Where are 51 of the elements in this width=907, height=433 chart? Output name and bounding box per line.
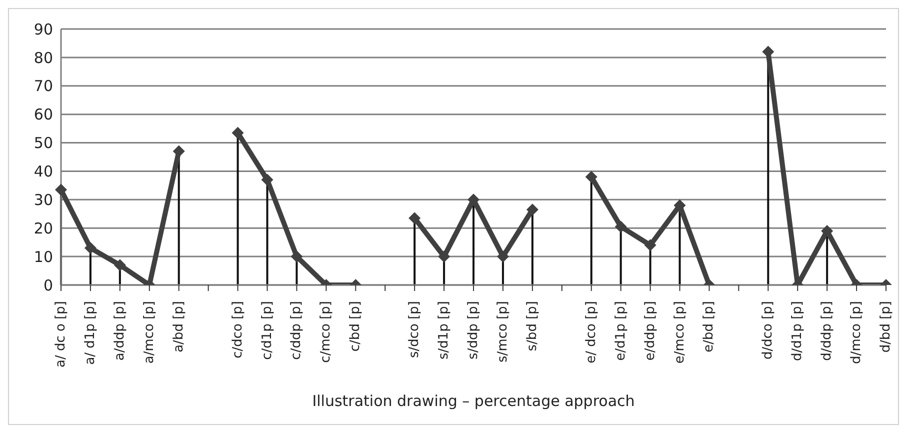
x-tick-label: d/mco [p] bbox=[849, 301, 864, 364]
y-tick-label: 0 bbox=[43, 276, 53, 294]
point bbox=[114, 259, 126, 272]
x-tick-label: e/bd [p] bbox=[702, 301, 717, 352]
x-tick-label: e/ddp [p] bbox=[642, 301, 658, 361]
x-tick-label: d/bd [p] bbox=[878, 301, 894, 353]
y-tick-label: 20 bbox=[34, 219, 53, 238]
point bbox=[172, 145, 185, 158]
point bbox=[644, 239, 656, 252]
y-tick-label: 40 bbox=[34, 162, 53, 181]
point bbox=[84, 242, 96, 254]
point bbox=[821, 224, 834, 237]
point bbox=[290, 250, 303, 263]
y-tick-label: 70 bbox=[34, 77, 53, 96]
x-tick-label: a/mco [p] bbox=[142, 301, 157, 364]
x-tick-label: c/mco [p] bbox=[318, 301, 334, 363]
y-tick-label: 50 bbox=[34, 134, 53, 152]
point bbox=[438, 250, 450, 263]
x-tick-label: d/ddp [p] bbox=[820, 301, 835, 361]
y-tick-label: 60 bbox=[34, 106, 53, 124]
y-tick-label: 90 bbox=[34, 20, 53, 38]
x-tick-label: a/ dc o [p] bbox=[54, 301, 68, 368]
point bbox=[614, 220, 627, 233]
x-tick-label: a/ddp [p] bbox=[112, 301, 128, 361]
x-tick-label: s/d1p [p] bbox=[436, 301, 452, 360]
x-tick-label: s/mco [p] bbox=[495, 301, 510, 362]
point bbox=[261, 174, 274, 186]
x-tick-label: e/d1p [p] bbox=[613, 301, 628, 361]
x-tick-label: s/bd [p] bbox=[524, 301, 540, 352]
y-tick-label: 30 bbox=[34, 190, 53, 209]
x-tick-label: e/mco [p] bbox=[672, 301, 688, 364]
point bbox=[408, 212, 421, 224]
point bbox=[232, 126, 244, 139]
x-tick-label: d/d1p [p] bbox=[790, 301, 806, 361]
x-tick-label: a/bd [p] bbox=[171, 301, 186, 352]
x-tick-label: c/bd [p] bbox=[348, 301, 364, 352]
point bbox=[585, 170, 598, 183]
x-tick-label: s/ddp [p] bbox=[466, 301, 481, 360]
x-tick-label: e/ dco [p] bbox=[584, 301, 599, 364]
y-tick-label: 10 bbox=[34, 248, 53, 266]
x-tick-label: c/d1p [p] bbox=[260, 301, 275, 360]
x-axis-title: Illustration drawing – percentage approach bbox=[312, 392, 635, 410]
x-tick-label: a/ d1p [p] bbox=[82, 301, 98, 365]
x-tick-label: s/dco [p] bbox=[407, 301, 422, 358]
x-tick-label: d/dco [p] bbox=[760, 301, 776, 360]
point bbox=[496, 250, 509, 263]
x-tick-label: c/ddp [p] bbox=[289, 301, 304, 360]
x-tick-label: c/dco [p] bbox=[230, 301, 246, 358]
point bbox=[526, 204, 538, 216]
point bbox=[55, 184, 67, 196]
y-tick-label: 80 bbox=[34, 48, 53, 67]
